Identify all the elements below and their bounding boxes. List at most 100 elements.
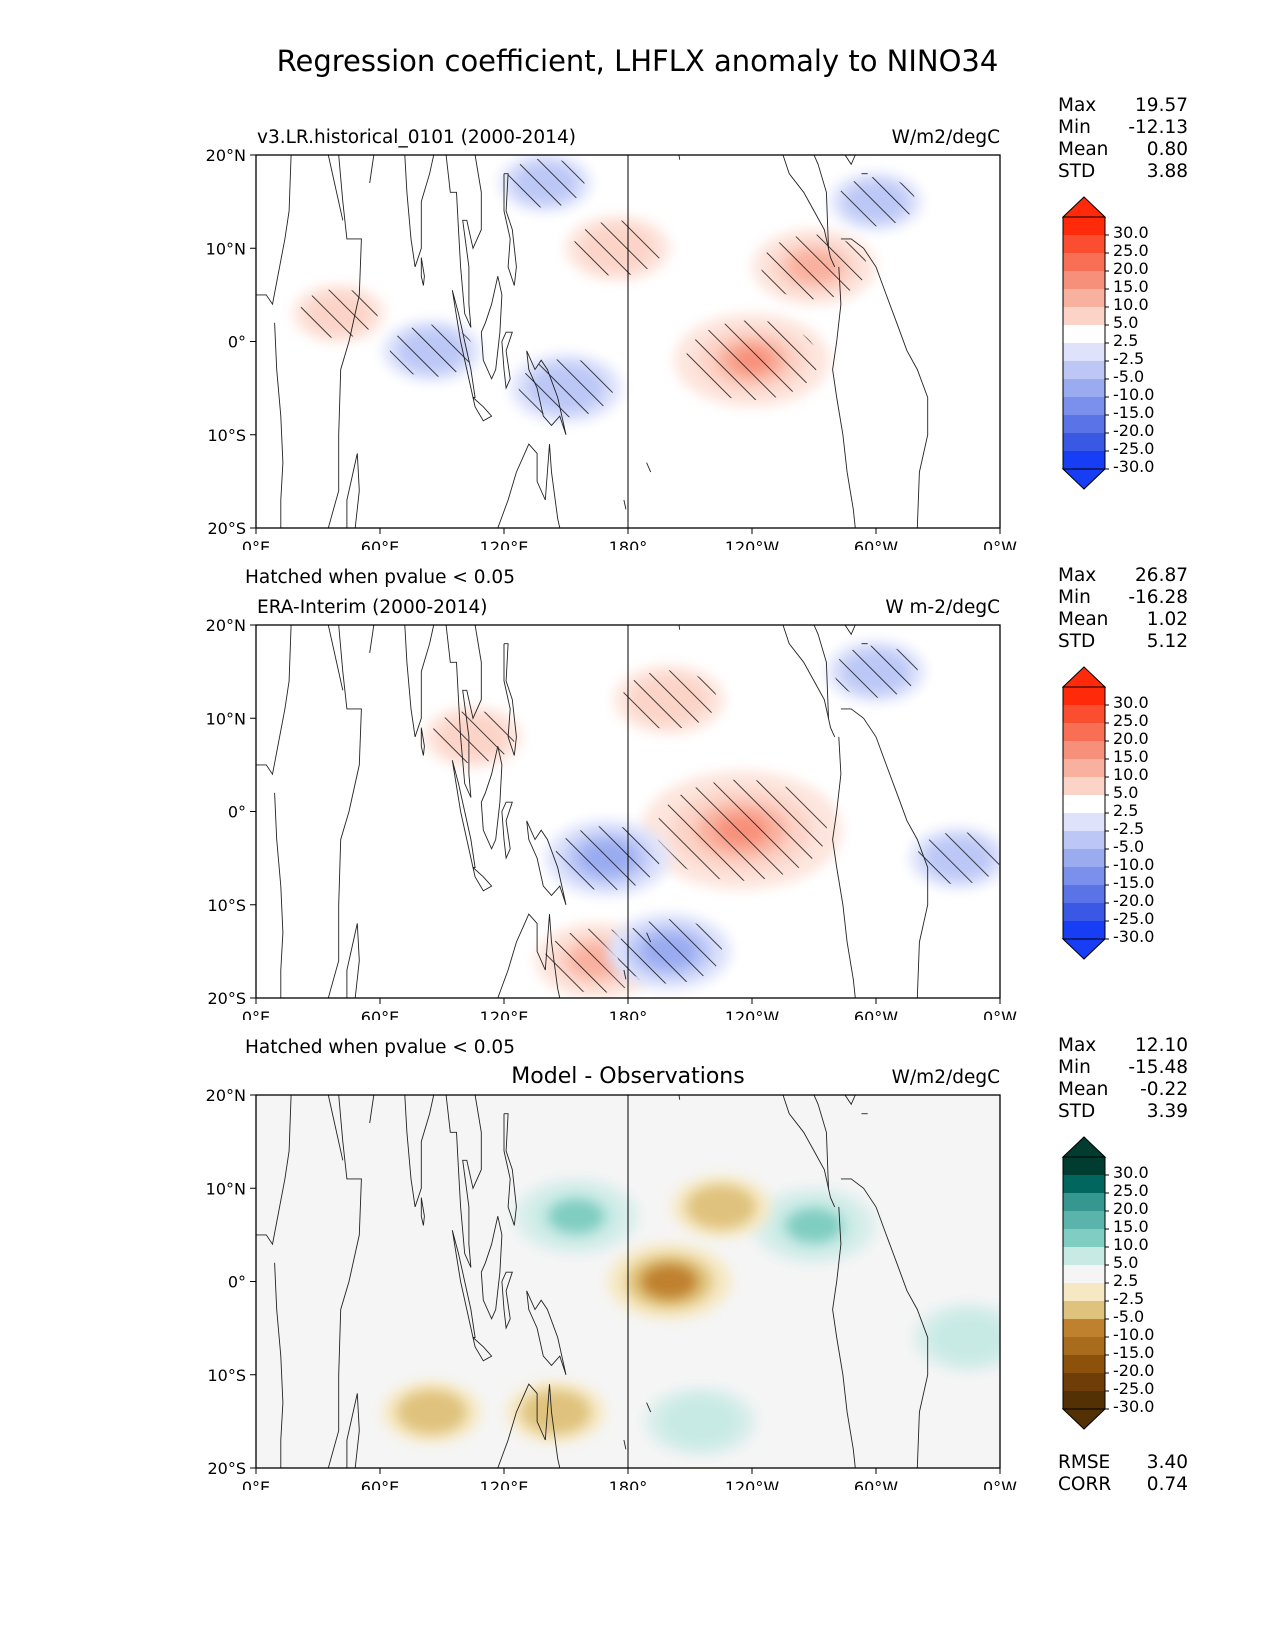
stat-value: -12.13 [1128,117,1188,138]
stat-label: Mean [1058,609,1109,630]
stat-label: Mean [1058,139,1109,160]
colorbar-label: 20.0 [1113,1199,1149,1218]
colorbar-segment [1063,271,1105,289]
y-tick-label: 10°N [206,239,246,258]
coastline [623,499,627,510]
x-tick-label: 120°E [480,1478,529,1490]
y-tick-label: 10°N [206,709,246,728]
coastline [396,625,435,738]
colorbar-segment [1063,1157,1105,1175]
stat-label: Min [1058,1057,1091,1078]
coastline [623,1439,627,1450]
y-tick-label: 20°N [206,1086,246,1105]
significance-hatching [431,710,515,764]
panel-model: 0°E 60°E 120°E 180° 120°W 60°W 0°W 20°N 10°N 0° 10… [206,127,1155,550]
coastline [646,1402,652,1413]
colorbar-segment [1063,451,1105,469]
colorbar-extend-bottom [1061,938,1107,960]
colorbar-label: 30.0 [1113,693,1149,712]
colorbar-label: 2.5 [1113,1271,1138,1290]
coastline [782,155,836,268]
colorbar-label: -20.0 [1113,891,1154,910]
coastline [503,173,517,286]
coastline [346,453,360,528]
significance-hatching [299,288,378,339]
coastline [840,238,929,528]
coastline [274,1262,284,1468]
colorbar-label: 15.0 [1113,1217,1149,1236]
stat-label: Min [1058,587,1091,608]
coastline [503,643,517,756]
colorbar-label: -2.5 [1113,819,1144,838]
colorbar-extend-top [1061,196,1107,218]
colorbar-extend-bottom [1061,1408,1107,1430]
coastline [480,1216,503,1320]
colorbar-extend-bottom [1061,468,1107,490]
coastline [646,462,652,473]
coastline [840,1178,929,1468]
colorbar-label: -5.0 [1113,1307,1144,1326]
stat-label: CORR [1058,1474,1112,1495]
stat-value: 0.74 [1146,1474,1188,1495]
colorbar-label: -2.5 [1113,1289,1144,1308]
coastline [327,1095,362,1468]
y-tick-label: 10°N [206,1179,246,1198]
colorbar-segment [1063,307,1105,325]
coastline [327,1095,344,1161]
panel-units: W/m2/degC [892,1067,1000,1088]
significance-hatching [389,324,474,378]
significance-hatching [506,158,585,208]
stat-label: Max [1058,95,1097,116]
colorbar-segment [1063,1247,1105,1265]
coastline [844,155,856,166]
coastline [844,1095,856,1106]
significance-hatching [834,645,918,698]
colorbar-label: -2.5 [1113,349,1144,368]
coastline [782,1095,836,1208]
stat-value: 26.87 [1135,565,1188,586]
stat-label: RMSE [1058,1452,1111,1473]
hatch-note-1: Hatched when pvalue < 0.05 [245,567,515,588]
colorbar-segment [1063,1175,1105,1193]
coastline [526,350,567,435]
stat-label: STD [1058,161,1096,182]
colorbar-label: -5.0 [1113,837,1144,856]
coastline [832,266,856,528]
colorbar-label: -30.0 [1113,927,1154,946]
colorbar-segment [1063,433,1105,451]
significance-hatching [518,358,614,418]
significance-hatching [656,779,828,881]
coastline [832,736,856,998]
x-tick-label: 180° [609,1478,648,1490]
map-field [256,1095,1000,1468]
colorbar-label: 2.5 [1113,331,1138,350]
colorbar-segment [1063,687,1105,705]
coastline [803,1095,829,1189]
colorbar-segment [1063,235,1105,253]
y-tick-label: 20°S [207,1459,246,1478]
stat-row: STD 3.39 [1058,1101,1188,1123]
coastline [678,625,681,630]
colorbar-segment [1063,1391,1105,1409]
coastline [445,1095,482,1268]
colorbar-label: -5.0 [1113,367,1144,386]
coastline [480,276,503,380]
stat-row: Max 26.87 [1058,565,1188,587]
stat-row: Mean 0.80 [1058,139,1188,161]
x-tick-label: 60°E [361,538,399,550]
coastline [346,1393,360,1468]
colorbar-label: 20.0 [1113,729,1149,748]
coastline [472,867,493,892]
hatch-note-2: Hatched when pvalue < 0.05 [245,1037,515,1058]
y-tick-label: 0° [228,1273,246,1292]
colorbar-segment [1063,741,1105,759]
coastline [445,155,482,328]
coastline [451,290,476,398]
colorbar-segment [1063,289,1105,307]
coastline [472,1337,493,1362]
stats-panel-1: Max 19.57 Min -12.13 Mean 0.80 STD 3.88 [1058,95,1188,183]
colorbar-label: 15.0 [1113,277,1149,296]
significance-hatching [916,831,1000,885]
colorbar-segment [1063,759,1105,777]
figure-title: Regression coefficient, LHFLX anomaly to… [276,44,999,78]
